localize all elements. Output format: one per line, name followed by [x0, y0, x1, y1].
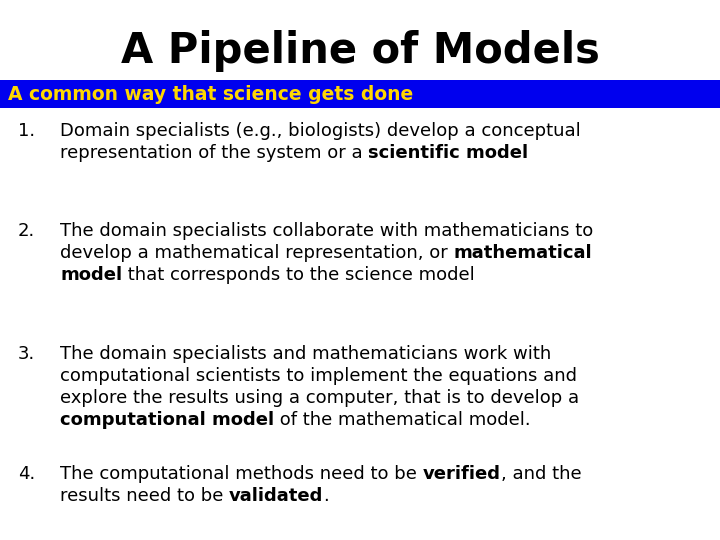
Text: model: model — [60, 266, 122, 284]
Text: explore the results using a computer, that is to develop a: explore the results using a computer, th… — [60, 389, 579, 407]
Text: mathematical: mathematical — [454, 244, 592, 262]
Text: The domain specialists and mathematicians work with: The domain specialists and mathematician… — [60, 345, 552, 363]
Text: A common way that science gets done: A common way that science gets done — [8, 84, 413, 104]
Text: computational scientists to implement the equations and: computational scientists to implement th… — [60, 367, 577, 385]
Text: that corresponds to the science model: that corresponds to the science model — [122, 266, 475, 284]
Text: Domain specialists (e.g., biologists) develop a conceptual: Domain specialists (e.g., biologists) de… — [60, 122, 581, 140]
Text: validated: validated — [229, 487, 323, 505]
Text: representation of the system or a: representation of the system or a — [60, 144, 369, 162]
Text: of the mathematical model.: of the mathematical model. — [274, 411, 531, 429]
Text: 4.: 4. — [18, 465, 35, 483]
Text: verified: verified — [423, 465, 500, 483]
Text: 2.: 2. — [18, 222, 35, 240]
Text: results need to be: results need to be — [60, 487, 229, 505]
Text: scientific model: scientific model — [369, 144, 528, 162]
Text: computational model: computational model — [60, 411, 274, 429]
Text: 1.: 1. — [18, 122, 35, 140]
Text: , and the: , and the — [500, 465, 581, 483]
Text: The computational methods need to be: The computational methods need to be — [60, 465, 423, 483]
Text: develop a mathematical representation, or: develop a mathematical representation, o… — [60, 244, 454, 262]
Text: .: . — [323, 487, 329, 505]
Text: 3.: 3. — [18, 345, 35, 363]
Text: The domain specialists collaborate with mathematicians to: The domain specialists collaborate with … — [60, 222, 593, 240]
Text: A Pipeline of Models: A Pipeline of Models — [120, 30, 600, 72]
Bar — [0, 80, 720, 108]
